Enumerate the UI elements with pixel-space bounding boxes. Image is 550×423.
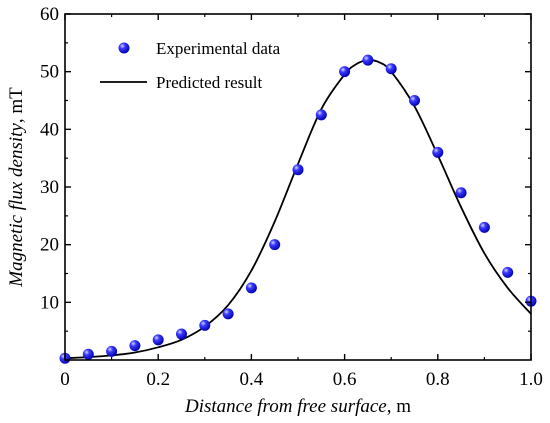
x-tick-label: 0 [60, 369, 70, 390]
legend: Experimental data Predicted result [100, 39, 281, 92]
legend-label-experimental: Experimental data [156, 39, 281, 58]
x-axis-title-unit: , m [387, 396, 412, 417]
x-tick-label: 0.4 [240, 369, 264, 390]
series-line-predicted [64, 59, 532, 360]
data-point [292, 164, 304, 176]
y-tick-label: 20 [40, 235, 59, 256]
x-axis-title-main: Distance from free surface [184, 396, 387, 417]
x-axis-title: Distance from free surface, m [184, 396, 411, 417]
plot-area [64, 59, 532, 360]
legend-marker-experimental [118, 42, 130, 54]
y-axis-title-unit: , mT [6, 87, 27, 123]
y-tick-label: 10 [40, 292, 59, 313]
data-point [199, 319, 211, 331]
data-point [478, 221, 490, 233]
axes: 0 0.2 0.4 0.6 0.8 1.0 10 20 30 40 50 60 [40, 4, 543, 390]
y-tick-label: 30 [40, 177, 59, 198]
x-tick-label: 1.0 [519, 369, 543, 390]
x-tick-label: 0.2 [146, 369, 170, 390]
data-point [176, 328, 187, 340]
legend-label-predicted: Predicted result [156, 73, 262, 92]
data-point [339, 66, 351, 78]
y-axis-title: Magnetic flux density, mT [6, 87, 27, 288]
data-point [455, 187, 467, 199]
data-point [106, 345, 118, 357]
data-point [409, 95, 420, 106]
data-point [269, 239, 281, 251]
y-axis-title-main: Magnetic flux density [6, 123, 27, 288]
y-tick-label: 40 [40, 119, 59, 140]
data-point [129, 340, 141, 352]
data-point [222, 308, 234, 320]
data-point [315, 109, 327, 121]
data-point [432, 146, 444, 158]
data-point [502, 266, 514, 278]
x-tick-label: 0.8 [426, 369, 450, 390]
y-tick-label: 60 [40, 4, 59, 25]
markers-layer [59, 54, 537, 364]
data-point [245, 282, 257, 294]
x-tick-label: 0.6 [333, 369, 357, 390]
data-point [82, 348, 94, 360]
plot-frame [64, 13, 532, 361]
data-point [385, 63, 397, 75]
y-tick-label: 50 [40, 62, 59, 83]
data-point [152, 334, 164, 346]
data-point [362, 54, 374, 66]
